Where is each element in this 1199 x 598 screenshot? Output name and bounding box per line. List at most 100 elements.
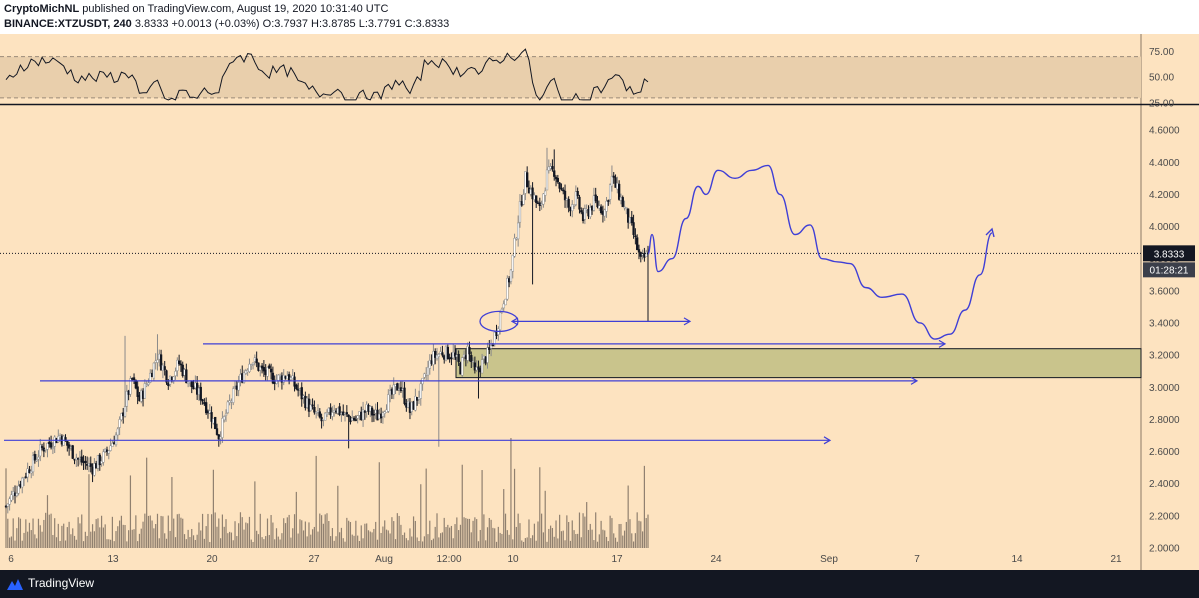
candle-body — [435, 354, 439, 360]
volume-bar — [467, 518, 469, 548]
high-label: H: — [311, 18, 323, 30]
candle-body — [327, 407, 330, 413]
author-name[interactable]: CryptoMichNL — [4, 3, 80, 15]
price-tick-label: 4.0000 — [1149, 222, 1180, 233]
tradingview-brand[interactable]: TradingView — [28, 576, 95, 590]
volume-bar — [411, 536, 413, 548]
volume-bar — [506, 530, 508, 548]
volume-bar — [138, 533, 141, 548]
volume-bar — [171, 477, 173, 548]
last-price-label: 3.8333 — [1154, 249, 1185, 260]
volume-bar — [95, 519, 97, 548]
time-tick-label: 14 — [1011, 554, 1023, 565]
candle-body — [430, 360, 433, 364]
volume-bar — [407, 540, 409, 548]
volume-bar — [45, 512, 47, 548]
breakout-ellipse — [479, 310, 519, 333]
volume-bar — [200, 530, 202, 548]
volume-bar — [164, 533, 166, 548]
volume-bar — [403, 532, 406, 548]
volume-bar — [647, 514, 649, 548]
candle-body — [333, 410, 336, 413]
ray-arrowhead — [823, 436, 832, 445]
volume-bar — [28, 522, 31, 548]
volume-bar — [454, 524, 456, 548]
volume-bar — [32, 518, 34, 548]
candle-body — [637, 249, 641, 253]
volume-bar — [61, 525, 63, 548]
volume-bar — [402, 534, 404, 548]
candle-body — [51, 447, 55, 449]
candle-body — [455, 354, 458, 357]
volume-bar — [268, 535, 270, 548]
volume-bar — [203, 538, 205, 548]
volume-bar — [225, 519, 227, 548]
candle-body — [486, 347, 489, 363]
volume-bar — [36, 538, 38, 548]
candle-body — [352, 417, 356, 421]
volume-bar — [434, 526, 436, 548]
volume-bar — [358, 540, 361, 548]
ray-arrowhead — [938, 339, 947, 348]
volume-bar — [488, 517, 490, 548]
candle-body — [102, 451, 105, 463]
candle-body — [553, 170, 556, 177]
volume-bar — [452, 538, 454, 548]
price-chart[interactable]: 75.00 50.00 25.00 4.6000 4.4000 4.2000 4.0000 3… — [0, 34, 1199, 570]
candle-body — [369, 406, 372, 412]
candle-body — [315, 411, 318, 414]
candle-body — [259, 366, 262, 371]
volume-bar — [537, 521, 539, 548]
candle-body — [416, 397, 419, 401]
candle-body — [304, 396, 307, 409]
candle-body — [356, 415, 359, 419]
tradingview-logo-icon — [7, 579, 23, 590]
volume-bar — [317, 531, 319, 548]
volume-bar — [416, 537, 418, 548]
volume-bar — [18, 517, 20, 548]
volume-bar — [445, 527, 447, 548]
volume-bar — [425, 468, 427, 548]
volume-bar — [333, 540, 335, 548]
rsi-band — [0, 56, 1141, 98]
volume-bar — [342, 538, 344, 548]
volume-bar — [266, 518, 269, 548]
candle-body — [329, 407, 332, 416]
volume-bar — [429, 520, 431, 548]
volume-bar — [351, 534, 353, 548]
volume-bar — [220, 538, 222, 548]
volume-bar — [483, 514, 485, 548]
symbol-label[interactable]: BINANCE:XTZUSDT, 240 — [4, 18, 132, 30]
candle-body — [466, 346, 469, 361]
candle-body — [176, 359, 179, 371]
volume-bar — [600, 520, 602, 548]
candle-body — [349, 417, 352, 423]
volume-bar — [236, 536, 238, 548]
volume-bar — [144, 513, 146, 548]
volume-bar — [591, 529, 593, 548]
volume-bar — [257, 534, 260, 548]
rsi-tick-label: 75.00 — [1149, 47, 1174, 58]
volume-bar — [384, 520, 386, 548]
candle-body — [338, 406, 341, 415]
candle-body — [576, 191, 579, 197]
candle-body — [612, 175, 615, 178]
candle-body — [210, 412, 213, 422]
candle-body — [248, 363, 251, 372]
price-axis — [1141, 34, 1199, 570]
candle-body — [365, 404, 368, 412]
volume-bar — [311, 529, 314, 548]
candle-body — [172, 376, 175, 381]
candle-body — [170, 377, 174, 381]
candle-body — [203, 402, 206, 405]
volume-bar — [293, 514, 296, 548]
volume-bar — [25, 519, 27, 548]
volume-bar — [449, 527, 451, 548]
candle-body — [614, 177, 617, 188]
candles-group — [4, 147, 650, 514]
volume-bar — [248, 516, 251, 548]
volume-bar — [528, 519, 530, 548]
candle-body — [100, 461, 103, 464]
candle-body — [605, 200, 608, 212]
candle-body — [219, 436, 222, 440]
